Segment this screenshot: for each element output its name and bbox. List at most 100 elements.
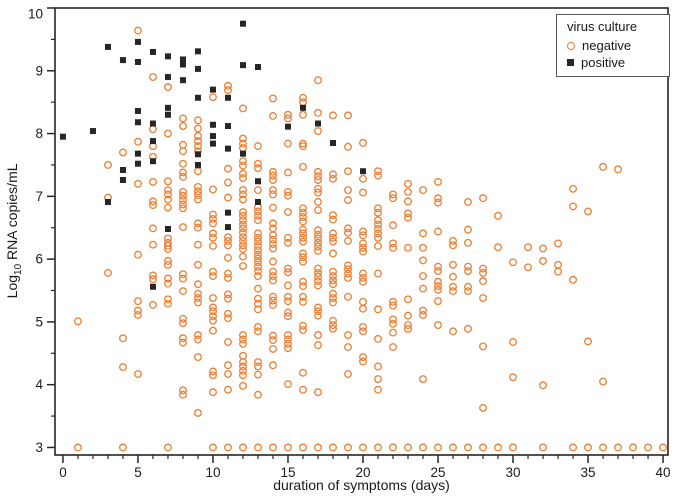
negative-point bbox=[164, 177, 172, 186]
negative-point bbox=[164, 203, 172, 212]
negative-point bbox=[284, 335, 292, 344]
negative-point bbox=[269, 231, 277, 240]
negative-point bbox=[254, 390, 262, 399]
negative-point bbox=[374, 385, 382, 394]
negative-point bbox=[389, 328, 397, 337]
negative-point bbox=[254, 250, 262, 259]
negative-point bbox=[254, 272, 262, 281]
positive-point bbox=[59, 133, 66, 140]
negative-point bbox=[359, 274, 367, 282]
negative-point bbox=[209, 326, 217, 335]
negative-point bbox=[269, 301, 277, 309]
negative-point bbox=[299, 162, 307, 171]
negative-point bbox=[464, 262, 472, 271]
negative-point bbox=[149, 177, 157, 186]
negative-point bbox=[164, 260, 172, 269]
negative-point bbox=[239, 190, 247, 199]
negative-point bbox=[209, 443, 217, 452]
negative-point bbox=[284, 238, 292, 247]
negative-point bbox=[329, 111, 337, 120]
negative-point bbox=[314, 264, 322, 273]
negative-point bbox=[494, 243, 502, 252]
negative-point bbox=[314, 226, 322, 235]
negative-point bbox=[389, 319, 397, 328]
positive-point bbox=[194, 151, 201, 158]
negative-point bbox=[329, 267, 337, 276]
negative-point bbox=[404, 311, 412, 320]
negative-point bbox=[359, 243, 367, 252]
negative-point bbox=[314, 184, 322, 193]
negative-point bbox=[269, 171, 277, 180]
negative-point bbox=[554, 239, 562, 248]
negative-point bbox=[434, 277, 442, 286]
negative-point bbox=[269, 240, 277, 249]
negative-point bbox=[389, 221, 397, 230]
negative-point bbox=[329, 316, 337, 325]
negative-point bbox=[344, 331, 352, 340]
negative-point bbox=[509, 258, 517, 267]
negative-point bbox=[569, 443, 577, 452]
negative-point bbox=[239, 241, 247, 250]
negative-point bbox=[359, 231, 367, 240]
negative-point bbox=[224, 290, 232, 299]
negative-point bbox=[239, 195, 247, 204]
negative-point bbox=[224, 86, 232, 95]
y-axis-title-prefix: Log bbox=[4, 274, 21, 299]
negative-point bbox=[149, 201, 157, 210]
negative-point bbox=[299, 249, 307, 258]
negative-point bbox=[464, 282, 472, 291]
negative-point bbox=[299, 208, 307, 217]
negative-point bbox=[194, 240, 202, 249]
negative-point bbox=[209, 272, 217, 281]
negative-point bbox=[164, 186, 172, 195]
negative-point bbox=[404, 295, 412, 304]
positive-point bbox=[239, 62, 246, 69]
negative-point bbox=[179, 287, 187, 296]
negative-point bbox=[329, 298, 337, 307]
negative-point bbox=[389, 243, 397, 252]
negative-point bbox=[149, 125, 157, 134]
negative-point bbox=[539, 381, 547, 390]
negative-point bbox=[374, 334, 382, 343]
negative-point bbox=[404, 443, 412, 452]
negative-point bbox=[284, 233, 292, 242]
negative-point bbox=[314, 247, 322, 255]
negative-point bbox=[464, 267, 472, 276]
negative-point bbox=[254, 262, 262, 271]
negative-point bbox=[149, 224, 157, 233]
x-tick-label: 25 bbox=[430, 465, 445, 480]
negative-point bbox=[239, 443, 247, 452]
negative-point bbox=[374, 208, 382, 217]
negative-point bbox=[284, 339, 292, 348]
legend-label-negative: negative bbox=[582, 38, 632, 53]
negative-point bbox=[149, 275, 157, 284]
negative-point bbox=[449, 327, 457, 336]
negative-point bbox=[254, 299, 262, 308]
positive-point bbox=[134, 160, 141, 167]
negative-point bbox=[359, 174, 367, 183]
negative-point bbox=[299, 98, 307, 107]
negative-point bbox=[164, 195, 172, 204]
negative-point bbox=[239, 144, 247, 152]
negative-point bbox=[164, 299, 172, 308]
negative-point bbox=[359, 247, 367, 256]
positive-point bbox=[194, 161, 201, 168]
negative-point bbox=[254, 186, 262, 195]
negative-point bbox=[269, 257, 277, 266]
negative-point bbox=[344, 236, 352, 245]
negative-point bbox=[194, 219, 202, 228]
positive-point bbox=[164, 111, 171, 118]
positive-point bbox=[164, 225, 171, 232]
positive-point bbox=[164, 104, 171, 111]
positive-point bbox=[149, 158, 156, 165]
negative-point bbox=[179, 168, 187, 177]
negative-point bbox=[314, 198, 322, 206]
negative-point bbox=[464, 198, 472, 206]
negative-point bbox=[344, 292, 352, 301]
negative-point bbox=[164, 443, 172, 452]
negative-point bbox=[404, 209, 412, 218]
negative-point bbox=[74, 317, 82, 326]
negative-point bbox=[254, 229, 262, 238]
negative-point bbox=[314, 238, 322, 247]
negative-point bbox=[314, 206, 322, 215]
